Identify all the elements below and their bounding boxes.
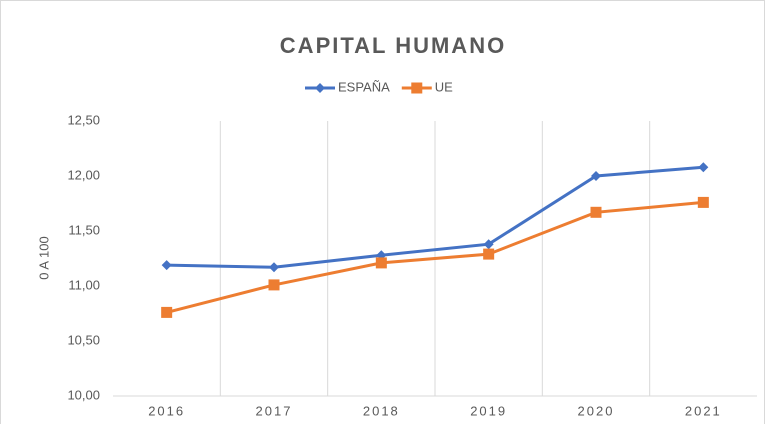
marker <box>483 248 495 260</box>
x-tick-label: 2018 <box>363 403 400 418</box>
marker <box>590 206 602 218</box>
y-tick-label: 12,50 <box>67 112 100 127</box>
y-tick-label: 12,00 <box>67 167 100 182</box>
x-tick-label: 2020 <box>578 403 615 418</box>
legend-label: UE <box>435 79 453 94</box>
chart-title: CAPITAL HUMANO <box>280 33 506 58</box>
series-line <box>166 200 704 314</box>
x-tick-label: 2019 <box>470 403 507 418</box>
y-tick-label: 11,50 <box>68 222 100 237</box>
marker <box>161 306 173 318</box>
y-tick-label: 10,00 <box>67 387 100 402</box>
marker <box>315 83 325 93</box>
marker <box>483 239 494 250</box>
x-tick-label: 2016 <box>148 403 185 418</box>
marker <box>591 171 601 181</box>
marker <box>161 260 172 271</box>
x-tick-label: 2017 <box>256 403 293 418</box>
marker <box>375 257 387 269</box>
marker <box>268 279 280 291</box>
y-axis-label: 0 A 100 <box>36 236 51 279</box>
series-line <box>166 165 704 269</box>
legend-label: ESPAÑA <box>338 79 390 94</box>
marker <box>411 82 423 94</box>
y-tick-label: 11,00 <box>68 277 100 292</box>
x-tick-label: 2021 <box>685 403 722 418</box>
marker <box>269 262 279 273</box>
y-tick-label: 10,50 <box>67 332 100 347</box>
marker <box>698 162 709 173</box>
marker <box>697 196 709 208</box>
marker <box>376 250 387 261</box>
